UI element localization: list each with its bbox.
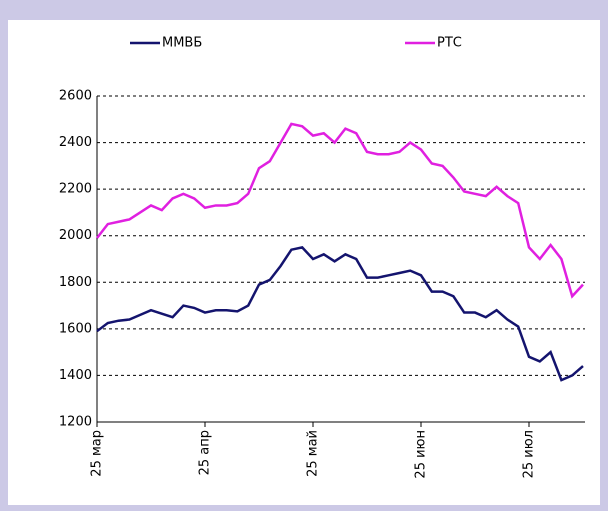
x-tick-label: 25 июл	[522, 430, 537, 478]
y-tick-label: 1400	[59, 368, 92, 383]
y-tick-label: 2000	[59, 228, 92, 243]
y-tick-label: 1800	[59, 275, 92, 290]
legend-label: ММВБ	[162, 36, 202, 51]
y-tick-label: 1600	[59, 321, 92, 336]
x-tick-label: 25 май	[306, 430, 321, 477]
y-tick-label: 1200	[59, 415, 92, 430]
x-tick-label: 25 мар	[90, 430, 105, 477]
y-tick-label: 2400	[59, 135, 92, 150]
panel	[8, 20, 600, 505]
line-series	[96, 245, 584, 382]
line-series	[96, 122, 584, 299]
y-tick-label: 2200	[59, 182, 92, 197]
legend-label: РТС	[437, 36, 462, 51]
y-tick-label: 2600	[59, 89, 92, 104]
header-bar	[0, 0, 608, 14]
x-tick-label: 25 апр	[198, 430, 213, 475]
x-tick-label: 25 июн	[414, 430, 429, 479]
